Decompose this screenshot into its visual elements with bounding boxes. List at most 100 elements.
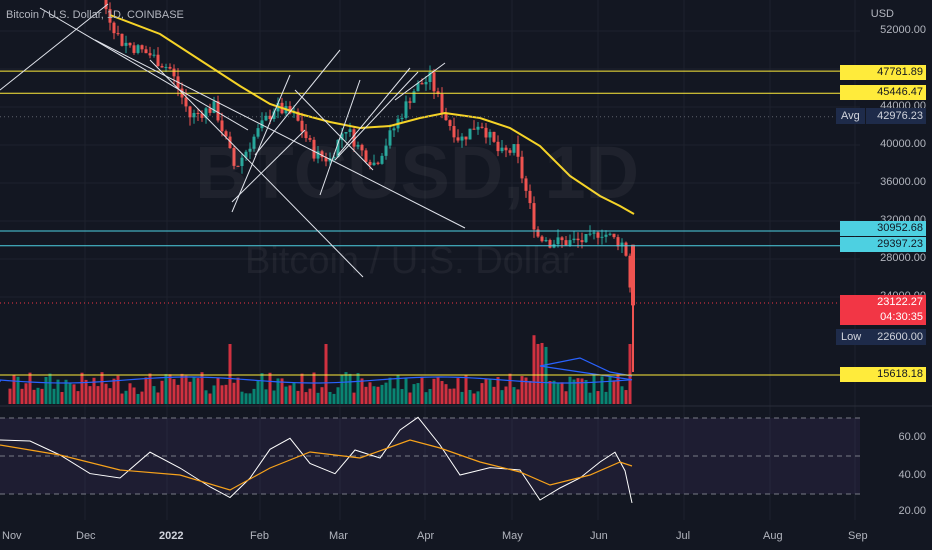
candle-body [160,66,164,68]
level-label-15618: 15618.18 [840,367,926,382]
candle-body [144,49,148,54]
watermark-name: Bitcoin / U.S. Dollar [245,240,575,282]
candle-body [240,157,244,167]
volume-bar [340,374,344,404]
candle-body [352,129,356,147]
volume-ma-line [0,357,633,384]
volume-bar [300,373,304,404]
volume-bar [588,392,592,404]
volume-bar [192,376,196,404]
candle-body [452,126,456,138]
volume-bar [528,380,532,404]
volume-bar [524,377,528,404]
volume-bar [240,391,244,404]
volume-bar [40,388,44,404]
candle-body [620,242,624,247]
volume-bar [316,392,320,404]
trend-line [94,39,466,229]
candle-body [512,144,516,153]
volume-bar [196,378,200,404]
candle-body [560,237,564,241]
volume-bar [600,376,604,404]
symbol-title[interactable]: Bitcoin / U.S. Dollar, 1D, COINBASE [6,9,184,21]
candle-body [304,131,308,139]
candle-body [460,136,464,141]
candle-body [540,236,544,242]
volume-bar [72,384,76,404]
price-tick: 40000.00 [880,138,926,150]
candle-body [244,151,248,158]
candle-body [500,147,504,152]
candle-body [308,138,312,140]
trend-line [394,62,446,101]
volume-bar [8,388,12,404]
volume-bar [388,377,392,404]
volume-bar [564,391,568,404]
volume-bar [444,384,448,404]
trend-line [39,7,249,131]
volume-bar [516,389,520,404]
candle-body [344,132,348,134]
volume-bar [24,383,28,404]
candle-body [200,113,204,118]
candle-body [472,128,476,130]
volume-bar [148,373,152,404]
volume-bar [80,372,84,404]
rsi-ma-line [0,439,633,491]
volume-bar [140,391,144,404]
candle-body [296,111,300,121]
candle-body [476,126,480,130]
candle-body [524,178,528,191]
candle-body [468,128,472,140]
volume-bar [548,381,552,404]
volume-bar [12,374,16,404]
candle-body [456,137,460,141]
candle-body [432,72,436,92]
volume-bar [68,383,72,404]
volume-bar [88,386,92,404]
volume-bar [604,391,608,404]
volume-bar [96,386,100,404]
candle-body [272,111,276,119]
volume-bar [372,386,376,404]
volume-bar [152,386,156,404]
candle-body [624,242,628,256]
candle-body [408,101,412,103]
volume-bar [500,390,504,404]
volume-bar [184,375,188,404]
volume-bar [44,376,48,404]
candle-body [128,42,132,46]
volume-bar [212,385,216,404]
candle-body [532,203,536,230]
candle-body [164,66,168,68]
volume-bar [48,373,52,404]
current-price-label: 23122.27 [840,295,926,310]
rsi-tick: 40.00 [898,469,926,481]
candle-body [516,144,520,157]
volume-bar [176,384,180,404]
candle-body [380,155,384,164]
volume-bar [364,386,368,404]
candle-body [412,91,416,103]
candle-body [132,45,136,53]
candle-body [480,126,484,128]
volume-bar [232,382,236,404]
volume-bar [428,388,432,404]
volume-bar [464,374,468,404]
volume-bar [608,376,612,404]
time-label: Jun [590,530,608,542]
volume-bar [536,343,540,404]
candle-body [368,161,372,166]
volume-bar [312,372,316,404]
volume-bar [416,383,420,404]
volume-bar [628,344,632,404]
candle-body [184,97,188,107]
candle-body [436,91,440,94]
rsi-tick: 60.00 [898,431,926,443]
volume-bar [296,390,300,404]
volume-bar [532,335,536,404]
volume-bar [580,378,584,404]
candle-body [568,240,572,246]
candle-body [592,232,596,234]
